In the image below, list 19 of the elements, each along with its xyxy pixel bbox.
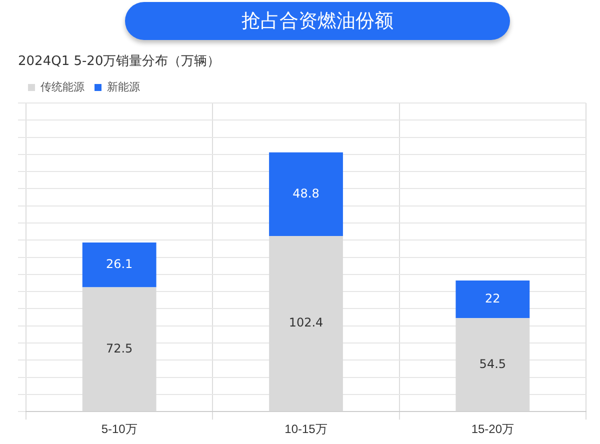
- chart-subtitle: 2024Q1 5-20万销量分布（万辆）: [18, 53, 220, 70]
- data-label: 102.4: [288, 316, 324, 330]
- x-tick-label: 5-10万: [101, 422, 138, 436]
- legend-label: 新能源: [107, 80, 140, 94]
- data-label: 22: [485, 291, 500, 306]
- legend-label: 传统能源: [40, 80, 84, 94]
- bar: [82, 242, 156, 288]
- data-label: 26.1: [106, 257, 133, 272]
- chart-title: 抢占合资燃油份额: [125, 2, 510, 40]
- bar: [456, 280, 530, 318]
- data-label: 54.5: [479, 356, 506, 371]
- x-tick-label: 10-15万: [284, 422, 328, 436]
- x-tick-label: 15-20万: [471, 422, 514, 436]
- bar: [456, 318, 530, 412]
- data-label: 48.8: [292, 186, 320, 200]
- bar: [269, 152, 343, 236]
- bar: [82, 287, 156, 412]
- data-label: 72.5: [106, 341, 133, 356]
- bar: [269, 236, 343, 412]
